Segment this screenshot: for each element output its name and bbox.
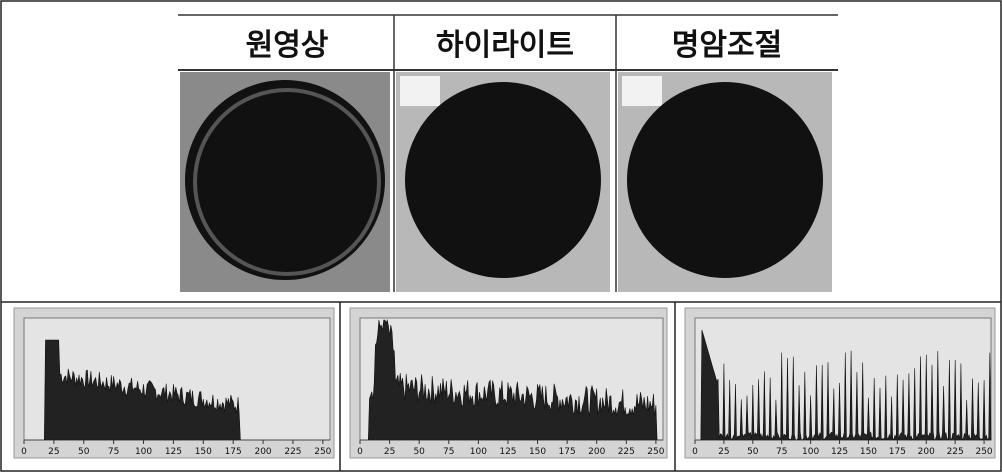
x-tick-label: 0 <box>21 447 27 457</box>
x-tick-label: 0 <box>357 447 363 457</box>
x-tick-label: 225 <box>284 447 301 457</box>
x-tick-label: 125 <box>499 447 516 457</box>
x-tick-label: 50 <box>413 447 425 457</box>
column-title: 원영상 <box>246 28 329 63</box>
x-tick-label: 200 <box>918 447 935 457</box>
photo-circle <box>405 82 601 278</box>
photo-circle <box>185 80 385 280</box>
x-tick-label: 225 <box>947 447 964 457</box>
column-title: 하이라이트 <box>436 28 574 63</box>
x-tick-label: 200 <box>254 447 271 457</box>
x-tick-label: 100 <box>135 447 152 457</box>
x-tick-label: 250 <box>314 447 331 457</box>
photo-highlight <box>622 76 662 106</box>
x-tick-label: 175 <box>559 447 576 457</box>
photo-highlight <box>400 76 440 106</box>
x-tick-label: 75 <box>443 447 454 457</box>
x-tick-label: 0 <box>692 447 698 457</box>
x-tick-label: 75 <box>108 447 119 457</box>
x-tick-label: 150 <box>195 447 212 457</box>
x-tick-label: 150 <box>529 447 546 457</box>
photo-circle <box>627 82 823 278</box>
x-tick-label: 25 <box>384 447 395 457</box>
x-tick-label: 100 <box>470 447 487 457</box>
x-tick-label: 50 <box>78 447 90 457</box>
column-title: 명암조절 <box>672 28 782 63</box>
x-tick-label: 175 <box>225 447 242 457</box>
x-tick-label: 50 <box>747 447 759 457</box>
histogram-plot <box>695 318 991 440</box>
x-tick-label: 125 <box>165 447 182 457</box>
x-tick-label: 125 <box>831 447 848 457</box>
x-tick-label: 25 <box>48 447 59 457</box>
x-tick-label: 225 <box>618 447 635 457</box>
x-tick-label: 75 <box>776 447 787 457</box>
x-tick-label: 175 <box>889 447 906 457</box>
x-tick-label: 150 <box>860 447 877 457</box>
x-tick-label: 100 <box>802 447 819 457</box>
x-tick-label: 25 <box>718 447 729 457</box>
figure: 원영상하이라이트명암조절0255075100125150175200225250… <box>0 0 1003 473</box>
x-tick-label: 250 <box>975 447 992 457</box>
x-tick-label: 250 <box>647 447 664 457</box>
x-tick-label: 200 <box>588 447 605 457</box>
